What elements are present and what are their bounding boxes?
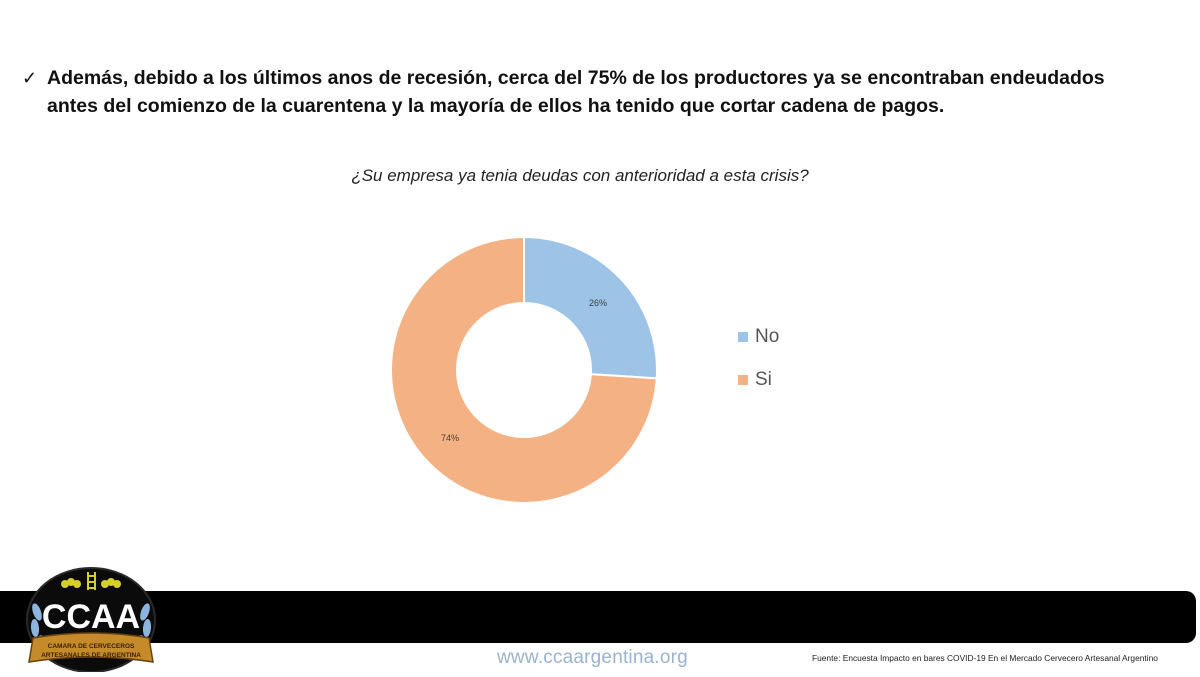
- legend-label-si: Si: [755, 369, 772, 390]
- chart-title-text: ¿Su empresa ya tenia deudas con anterior…: [351, 166, 809, 185]
- footer-bar: [0, 591, 1196, 643]
- headline-line-2: antes del comienzo de la cuarentena y la…: [47, 95, 945, 117]
- legend-swatch-si: [738, 375, 748, 385]
- chart-title: ¿Su empresa ya tenia deudas con anterior…: [0, 166, 1160, 186]
- slice-si: [390, 236, 658, 504]
- logo-abbrev: CCAA: [42, 598, 140, 636]
- ccaa-logo: CCAA CAMARA DE CERVECEROS ARTESANALES DE…: [25, 562, 157, 673]
- slice-no: [523, 236, 658, 380]
- svg-text:ARTESANALES DE ARGENTINA: ARTESANALES DE ARGENTINA: [41, 652, 141, 659]
- doughnut-svg: 26% 74%: [390, 236, 658, 504]
- data-label-no: 26%: [589, 298, 607, 308]
- doughnut-chart: 26% 74%: [390, 236, 658, 504]
- source-note: Fuente: Encuesta Impacto en bares COVID-…: [812, 653, 1158, 663]
- headline: ✓ Además, debido a los últimos anos de r…: [22, 64, 1182, 120]
- checkmark-icon: ✓: [22, 68, 38, 88]
- chart-legend: No Si: [738, 326, 779, 412]
- data-label-si: 74%: [441, 433, 459, 443]
- legend-swatch-no: [738, 332, 748, 342]
- headline-line-1: Además, debido a los últimos anos de rec…: [47, 67, 1105, 89]
- website-link[interactable]: www.ccaargentina.org: [497, 647, 688, 668]
- legend-label-no: No: [755, 326, 780, 347]
- svg-text:CAMARA DE CERVECEROS: CAMARA DE CERVECEROS: [48, 643, 135, 650]
- legend-item-si: Si: [738, 369, 779, 391]
- legend-item-no: No: [738, 326, 779, 348]
